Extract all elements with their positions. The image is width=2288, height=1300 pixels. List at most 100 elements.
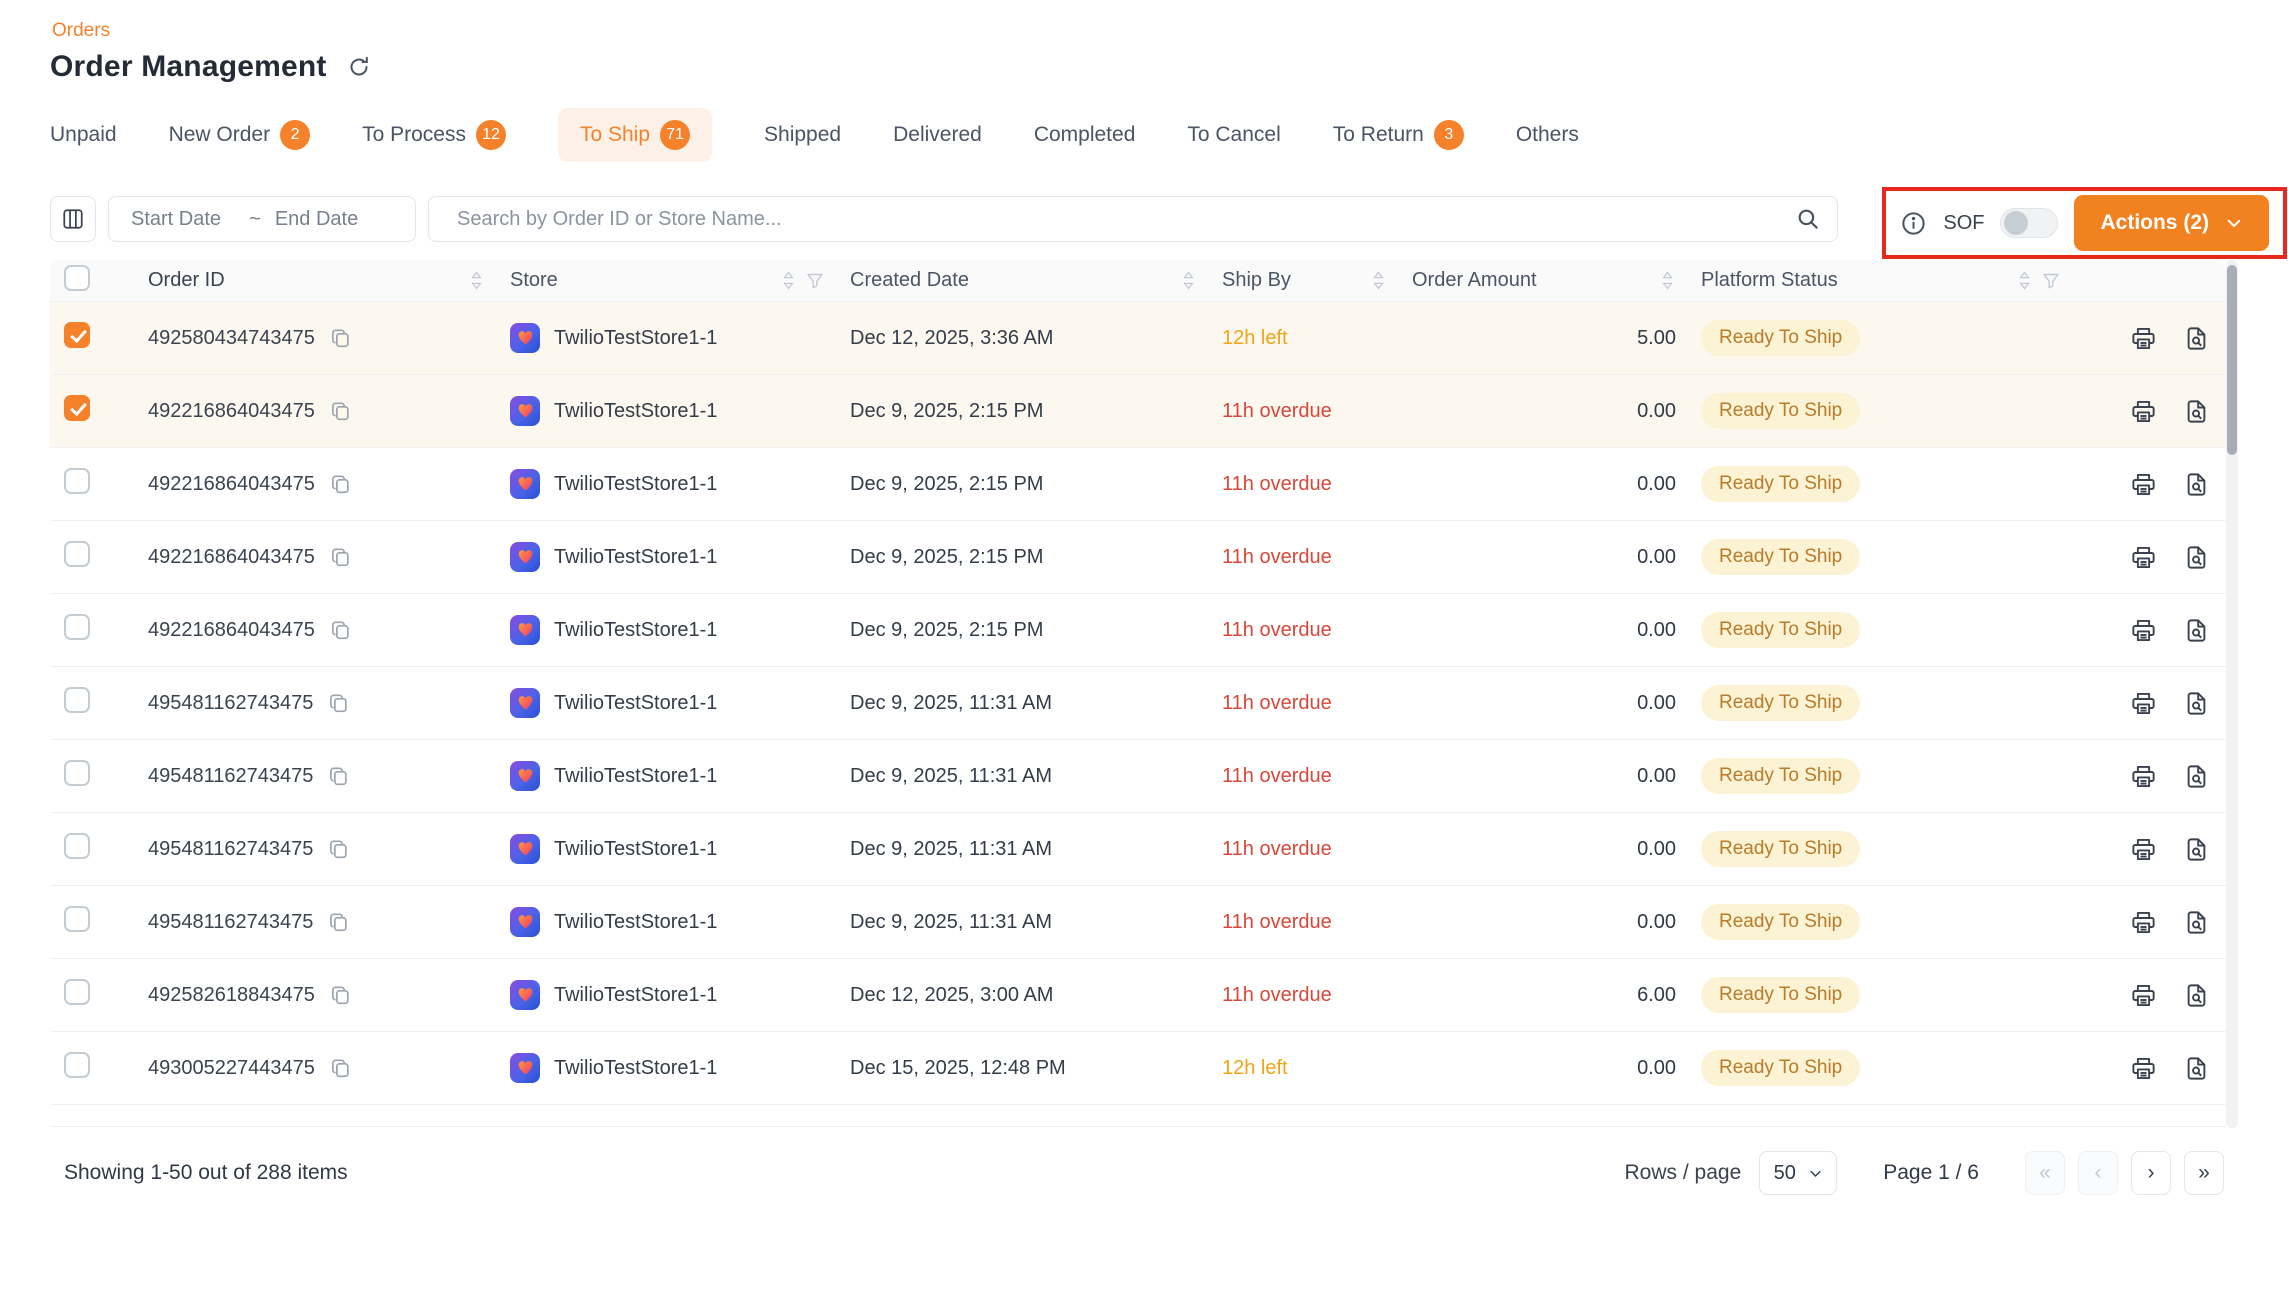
info-icon[interactable] [1900, 210, 1927, 237]
print-icon[interactable] [2130, 982, 2157, 1009]
status-badge: Ready To Ship [1701, 831, 1861, 867]
tab-to-return[interactable]: To Return 3 [1333, 108, 1464, 162]
row-checkbox-cell [50, 395, 112, 427]
print-icon[interactable] [2130, 325, 2157, 352]
store-name: TwilioTestStore1-1 [554, 545, 718, 568]
sort-icon[interactable] [2017, 270, 2032, 291]
tab-shipped[interactable]: Shipped [764, 111, 841, 159]
copy-icon[interactable] [329, 984, 352, 1007]
row-checkbox[interactable] [64, 468, 90, 494]
print-icon[interactable] [2130, 763, 2157, 790]
tab-unpaid[interactable]: Unpaid [50, 111, 117, 159]
copy-icon[interactable] [329, 400, 352, 423]
sort-icon[interactable] [781, 270, 796, 291]
sort-icon[interactable] [469, 270, 484, 291]
print-icon[interactable] [2130, 836, 2157, 863]
print-icon[interactable] [2130, 398, 2157, 425]
print-icon[interactable] [2130, 690, 2157, 717]
sof-toggle[interactable] [2000, 208, 2059, 238]
column-header-order-id[interactable]: Order ID [112, 269, 510, 292]
row-checkbox[interactable] [64, 614, 90, 640]
tab-completed[interactable]: Completed [1034, 111, 1136, 159]
search-icon[interactable] [1795, 206, 1821, 232]
row-checkbox-cell [50, 906, 112, 938]
sort-icon[interactable] [1371, 270, 1386, 291]
row-checkbox[interactable] [64, 687, 90, 713]
first-page-button[interactable]: « [2025, 1151, 2065, 1195]
document-preview-icon[interactable] [2183, 617, 2210, 644]
tab-new-order[interactable]: New Order 2 [169, 108, 311, 162]
tab-to-process[interactable]: To Process 12 [362, 108, 506, 162]
row-checkbox[interactable] [64, 979, 90, 1005]
column-header-store[interactable]: Store [510, 269, 850, 292]
row-actions-cell [2086, 690, 2226, 717]
date-range-input[interactable]: Start Date ~ End Date [108, 196, 416, 242]
document-preview-icon[interactable] [2183, 982, 2210, 1009]
last-page-button[interactable]: » [2184, 1151, 2224, 1195]
tab-delivered[interactable]: Delivered [893, 111, 982, 159]
prev-page-button[interactable]: ‹ [2078, 1151, 2118, 1195]
copy-icon[interactable] [329, 327, 352, 350]
ship-by-cell: 11h overdue [1222, 399, 1332, 422]
filter-icon[interactable] [2042, 272, 2060, 290]
print-icon[interactable] [2130, 909, 2157, 936]
actions-button[interactable]: Actions (2) [2074, 195, 2269, 251]
row-checkbox[interactable] [64, 906, 90, 932]
ship-by-cell: 11h overdue [1222, 764, 1332, 787]
row-checkbox[interactable] [64, 541, 90, 567]
copy-icon[interactable] [329, 473, 352, 496]
column-header-platform-status[interactable]: Platform Status [1701, 269, 2086, 292]
sort-icon[interactable] [1660, 270, 1675, 291]
copy-icon[interactable] [329, 546, 352, 569]
order-id: 492580434743475 [148, 326, 315, 349]
vertical-scrollbar[interactable] [2226, 260, 2238, 1128]
document-preview-icon[interactable] [2183, 909, 2210, 936]
store-platform-icon [510, 1053, 540, 1083]
document-preview-icon[interactable] [2183, 690, 2210, 717]
next-page-button[interactable]: › [2131, 1151, 2171, 1195]
row-checkbox[interactable] [64, 395, 90, 421]
created-date-cell: Dec 9, 2025, 2:15 PM [850, 618, 1044, 641]
column-settings-button[interactable] [50, 196, 96, 242]
filter-icon[interactable] [806, 272, 824, 290]
store-platform-icon [510, 761, 540, 791]
column-header-order-amount[interactable]: Order Amount [1412, 269, 1701, 292]
document-preview-icon[interactable] [2183, 325, 2210, 352]
copy-icon[interactable] [327, 692, 350, 715]
document-preview-icon[interactable] [2183, 763, 2210, 790]
row-checkbox[interactable] [64, 833, 90, 859]
row-checkbox[interactable] [64, 1052, 90, 1078]
document-preview-icon[interactable] [2183, 544, 2210, 571]
tab-to-cancel[interactable]: To Cancel [1187, 111, 1280, 159]
document-preview-icon[interactable] [2183, 471, 2210, 498]
rows-per-page-select[interactable]: 50 [1759, 1151, 1838, 1195]
column-header-created-date[interactable]: Created Date [850, 269, 1222, 292]
copy-icon[interactable] [327, 765, 350, 788]
document-preview-icon[interactable] [2183, 1055, 2210, 1082]
row-checkbox[interactable] [64, 322, 90, 348]
table-bottom-edge [50, 1105, 2226, 1127]
scrollbar-thumb[interactable] [2227, 265, 2237, 455]
copy-icon[interactable] [327, 911, 350, 934]
document-preview-icon[interactable] [2183, 398, 2210, 425]
sort-icon[interactable] [1181, 270, 1196, 291]
columns-icon [63, 209, 83, 229]
ship-by-cell: 12h left [1222, 326, 1288, 349]
copy-icon[interactable] [329, 1057, 352, 1080]
tab-others[interactable]: Others [1516, 111, 1579, 159]
table-row: 495481162743475 TwilioTestStore1-1 Dec 9, … [50, 740, 2226, 813]
print-icon[interactable] [2130, 1055, 2157, 1082]
row-checkbox[interactable] [64, 760, 90, 786]
copy-icon[interactable] [329, 619, 352, 642]
print-icon[interactable] [2130, 544, 2157, 571]
copy-icon[interactable] [327, 838, 350, 861]
column-header-ship-by[interactable]: Ship By [1222, 269, 1412, 292]
print-icon[interactable] [2130, 471, 2157, 498]
tab-to-ship[interactable]: To Ship 71 [557, 108, 713, 162]
print-icon[interactable] [2130, 617, 2157, 644]
search-input[interactable] [455, 206, 1795, 232]
select-all-checkbox[interactable] [64, 264, 90, 291]
refresh-button[interactable] [347, 55, 371, 79]
breadcrumb[interactable]: Orders [52, 20, 111, 41]
document-preview-icon[interactable] [2183, 836, 2210, 863]
